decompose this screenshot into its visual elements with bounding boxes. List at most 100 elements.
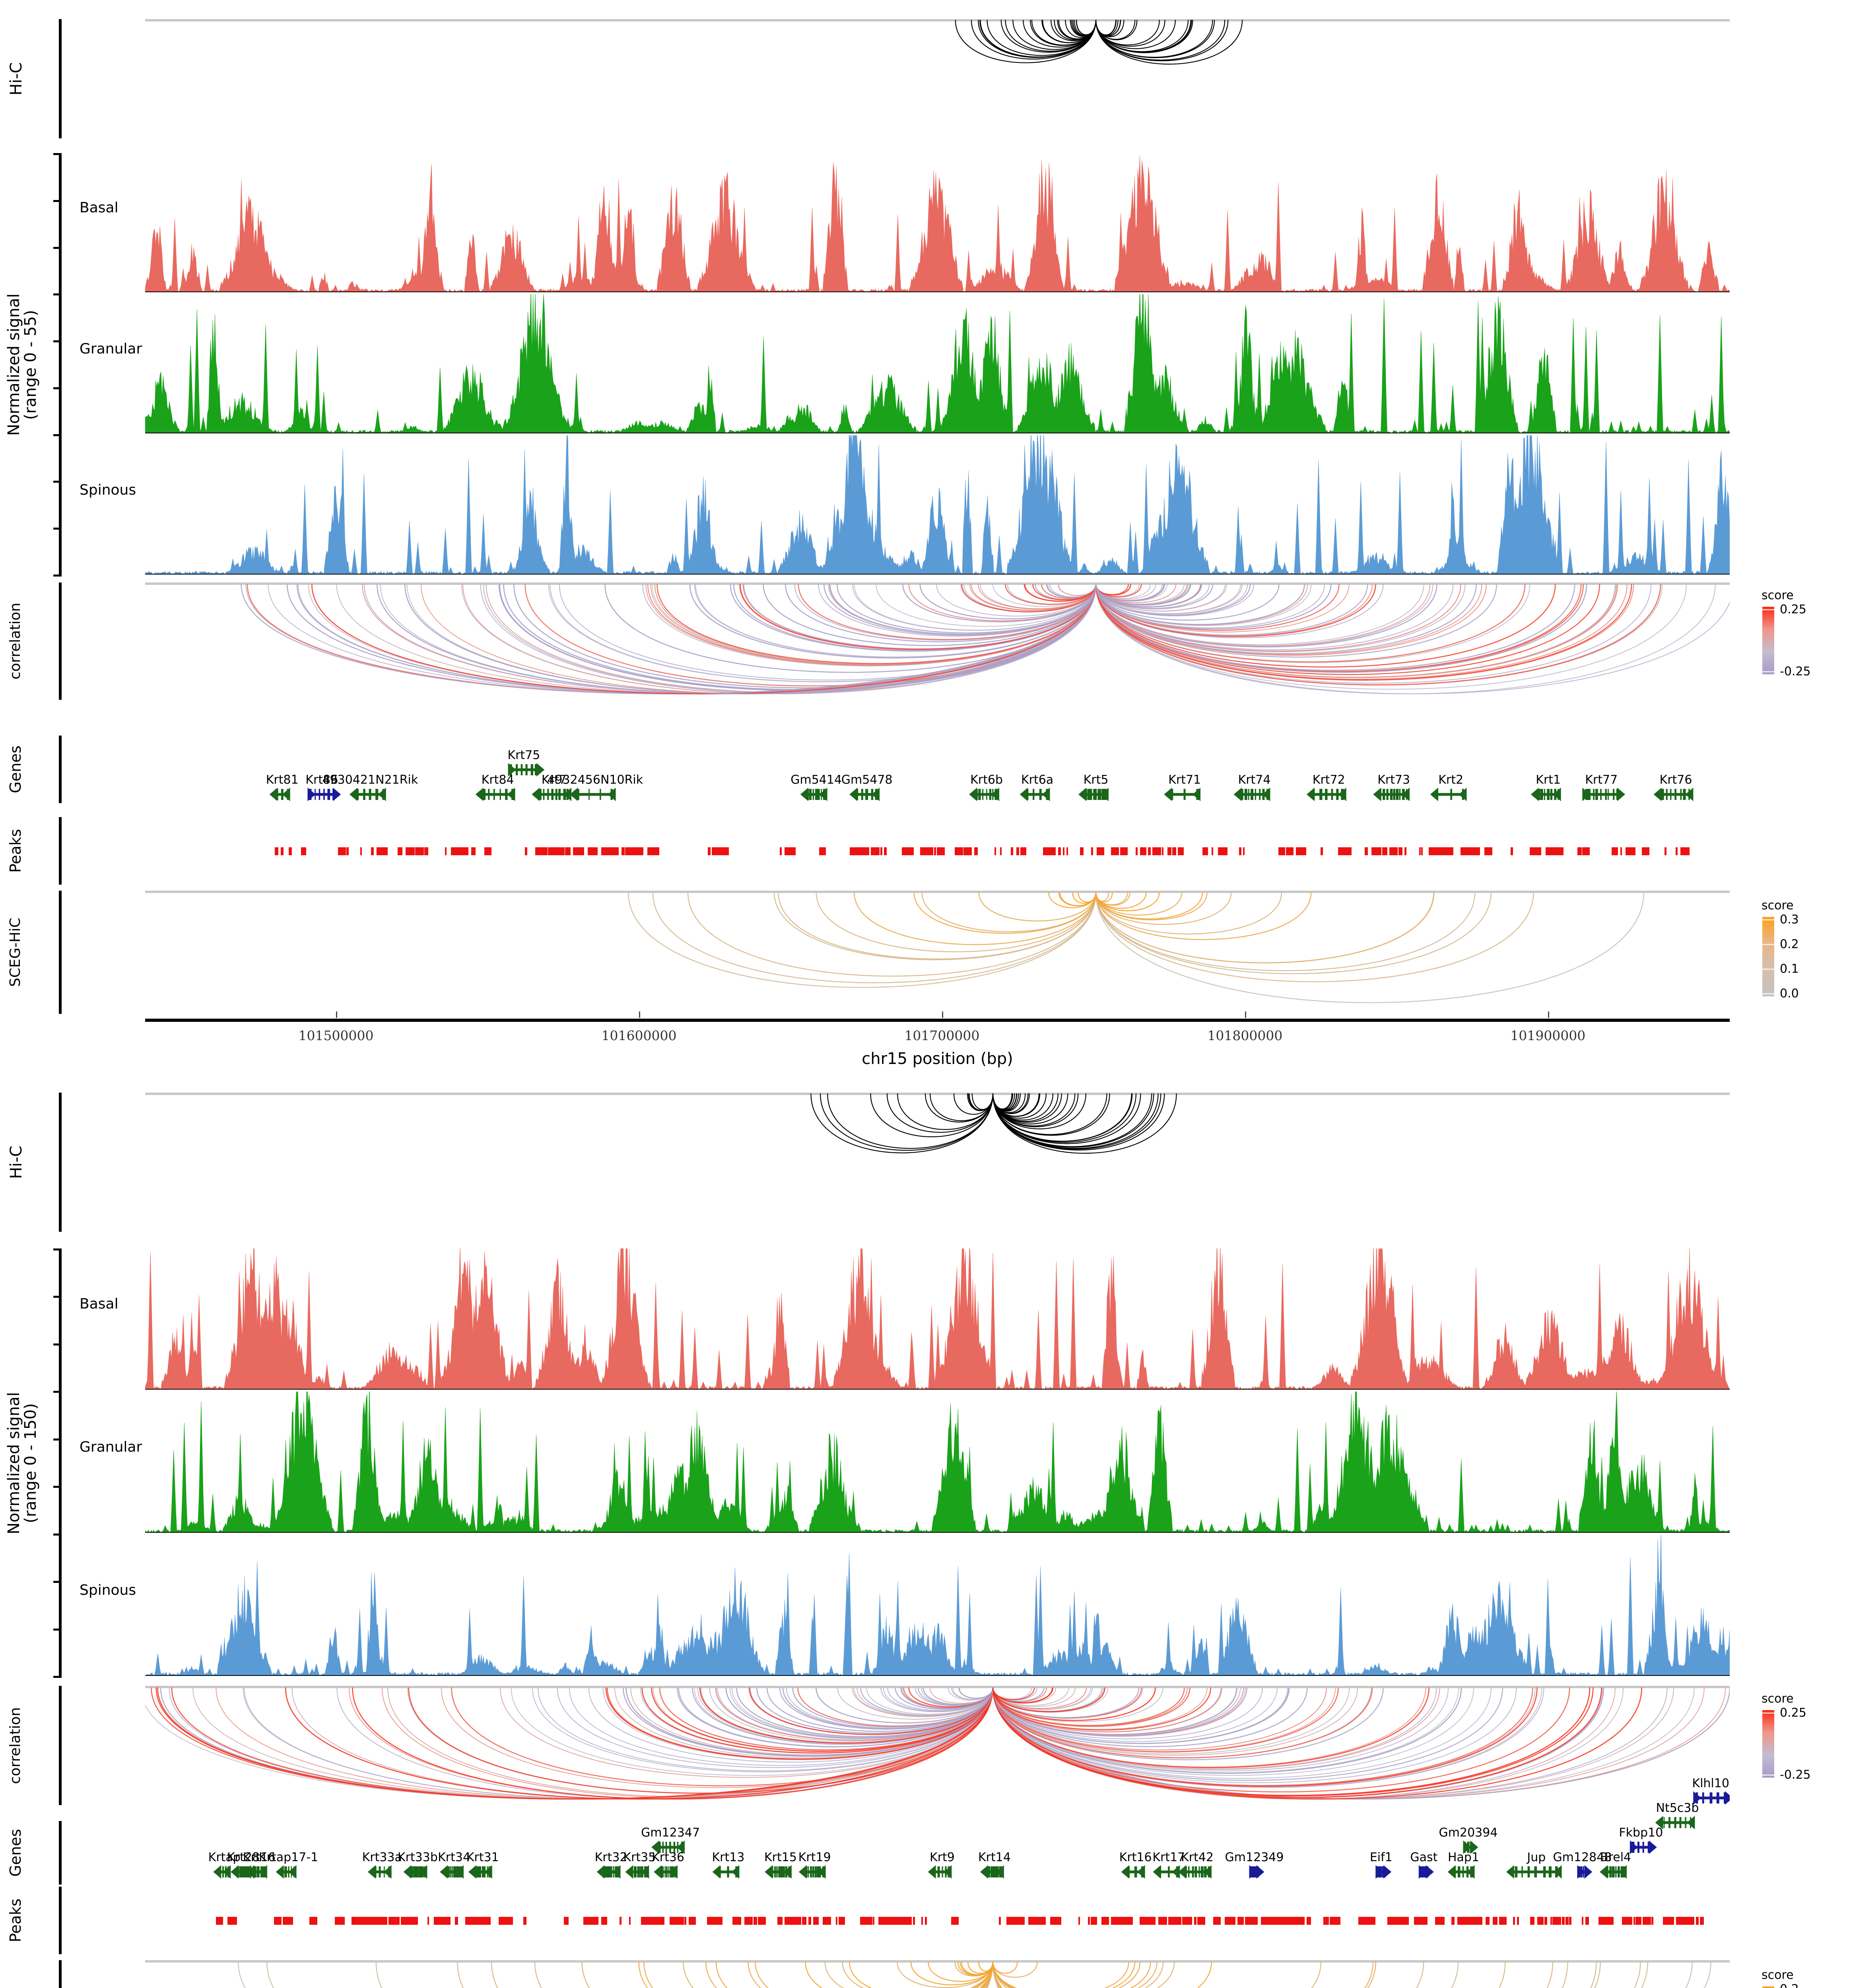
sceg-hic-arc — [375, 1961, 994, 1988]
legend-label: 0.2 — [1780, 937, 1799, 951]
peak-mark — [1091, 847, 1093, 855]
correlation-arc — [740, 584, 1097, 650]
peak-mark — [708, 1917, 715, 1925]
peak-mark — [1651, 1917, 1654, 1925]
peak-mark — [954, 1917, 956, 1925]
hic-arc — [992, 1093, 1159, 1149]
correlation-arc — [1095, 584, 1575, 671]
legend-label: -0.25 — [1780, 1768, 1811, 1782]
peak-mark — [1111, 847, 1114, 855]
plot-sceg-hic — [145, 891, 1730, 1014]
peak-mark — [928, 847, 931, 855]
gene-label: Brel4 — [1600, 1850, 1631, 1864]
hic-arc — [992, 1093, 1110, 1136]
correlation-arc — [992, 1687, 1570, 1792]
sceg-hic-arc — [805, 1961, 994, 1988]
peak-mark — [1340, 847, 1342, 855]
track-label-correlation: correlation — [7, 1707, 23, 1784]
gene-label: Krt16 — [1119, 1850, 1152, 1864]
peak-mark — [1136, 847, 1138, 855]
gene-label: Krt19 — [798, 1850, 831, 1864]
peak-mark — [405, 847, 415, 855]
peak-mark — [1537, 1917, 1544, 1925]
peak-mark — [883, 1917, 888, 1925]
gene-label: Krt14 — [978, 1850, 1011, 1864]
sceg-hic-arc — [913, 892, 1097, 934]
legend-tick — [1762, 609, 1774, 610]
gene-model — [928, 1865, 952, 1879]
correlation-arc — [483, 584, 1096, 693]
gene-model — [1121, 1865, 1145, 1879]
correlation-arc — [605, 1687, 994, 1760]
sceg-hic-arc — [992, 1961, 1597, 1988]
gene-model — [1693, 1791, 1730, 1805]
correlation-arc — [362, 584, 1096, 694]
peak-mark — [1565, 1917, 1569, 1925]
panel-top-border — [145, 891, 1730, 893]
sceg-hic-arc — [992, 1961, 1158, 1988]
sceg-hic-arc — [1095, 892, 1208, 920]
correlation-arc — [992, 1687, 1327, 1751]
gene-model — [654, 1865, 678, 1879]
axis-tick — [53, 1581, 60, 1583]
correlation-arc — [919, 584, 1097, 619]
peak-mark — [870, 847, 876, 855]
correlation-arc — [588, 1687, 993, 1763]
gene-model — [246, 1865, 267, 1879]
subtrack-label-granular: Granular — [80, 341, 142, 357]
plot-genes: Krtap Krt28 Krt16 Krtap17-1 Krt33a Krt33b Krt3… — [145, 1761, 1730, 1881]
peak-mark — [1676, 847, 1678, 855]
peak-mark — [620, 1917, 622, 1925]
correlation-arc — [992, 1687, 1054, 1703]
gene-model — [269, 788, 290, 801]
plot-coverage-spinous — [145, 435, 1730, 577]
peak-mark — [901, 847, 907, 855]
peak-mark — [1548, 847, 1554, 855]
x-tick — [942, 1011, 943, 1018]
peak-mark — [1167, 847, 1171, 855]
correlation-arc — [902, 584, 1097, 623]
correlation-arc — [1095, 584, 1730, 694]
peak-mark — [1037, 1917, 1039, 1925]
gene-model — [1577, 1865, 1593, 1879]
peak-mark — [1186, 1917, 1191, 1925]
legend-title: score — [1762, 588, 1794, 602]
peak-mark — [748, 1917, 753, 1925]
peak-mark — [1202, 847, 1208, 855]
peak-mark — [1476, 847, 1480, 855]
gene-model — [468, 1865, 492, 1879]
correlation-arc — [1095, 584, 1376, 637]
subtrack-label-granular: Granular — [80, 1439, 142, 1455]
peak-mark — [1569, 1917, 1572, 1925]
peak-mark — [1282, 847, 1286, 855]
peak-mark — [688, 1917, 690, 1925]
peak-mark — [684, 1917, 687, 1925]
gene-model — [1249, 1865, 1264, 1879]
peak-mark — [1295, 847, 1298, 855]
gene-label: Krt84 — [481, 773, 514, 787]
legend-tick — [1762, 1712, 1774, 1714]
sceg-hic-arc — [1095, 892, 1160, 911]
peak-mark — [647, 847, 659, 855]
peak-mark — [1389, 847, 1398, 855]
gene-label: Gm5478 — [841, 773, 893, 787]
gene-model — [1078, 788, 1109, 801]
gene-label: Krt28 — [227, 1850, 260, 1864]
gene-label: Krt73 — [1377, 773, 1410, 787]
peak-mark — [580, 847, 583, 855]
correlation-arc — [656, 584, 1097, 664]
peak-mark — [1448, 847, 1451, 855]
correlation-arc — [792, 1687, 994, 1728]
peak-mark — [1451, 847, 1454, 855]
axis-bar-sceg-hic — [59, 1960, 62, 1988]
gene-label: Klhl10 — [1692, 1776, 1729, 1790]
sceg-hic-arc — [992, 1961, 1018, 1974]
peak-mark — [274, 847, 278, 855]
x-tick-label: 101500000 — [298, 1028, 374, 1043]
plot-hic — [145, 1093, 1730, 1232]
peak-mark — [357, 1917, 367, 1925]
peak-mark — [966, 847, 972, 855]
peak-mark — [1460, 847, 1466, 855]
peak-mark — [1643, 1917, 1651, 1925]
peak-mark — [551, 847, 556, 855]
